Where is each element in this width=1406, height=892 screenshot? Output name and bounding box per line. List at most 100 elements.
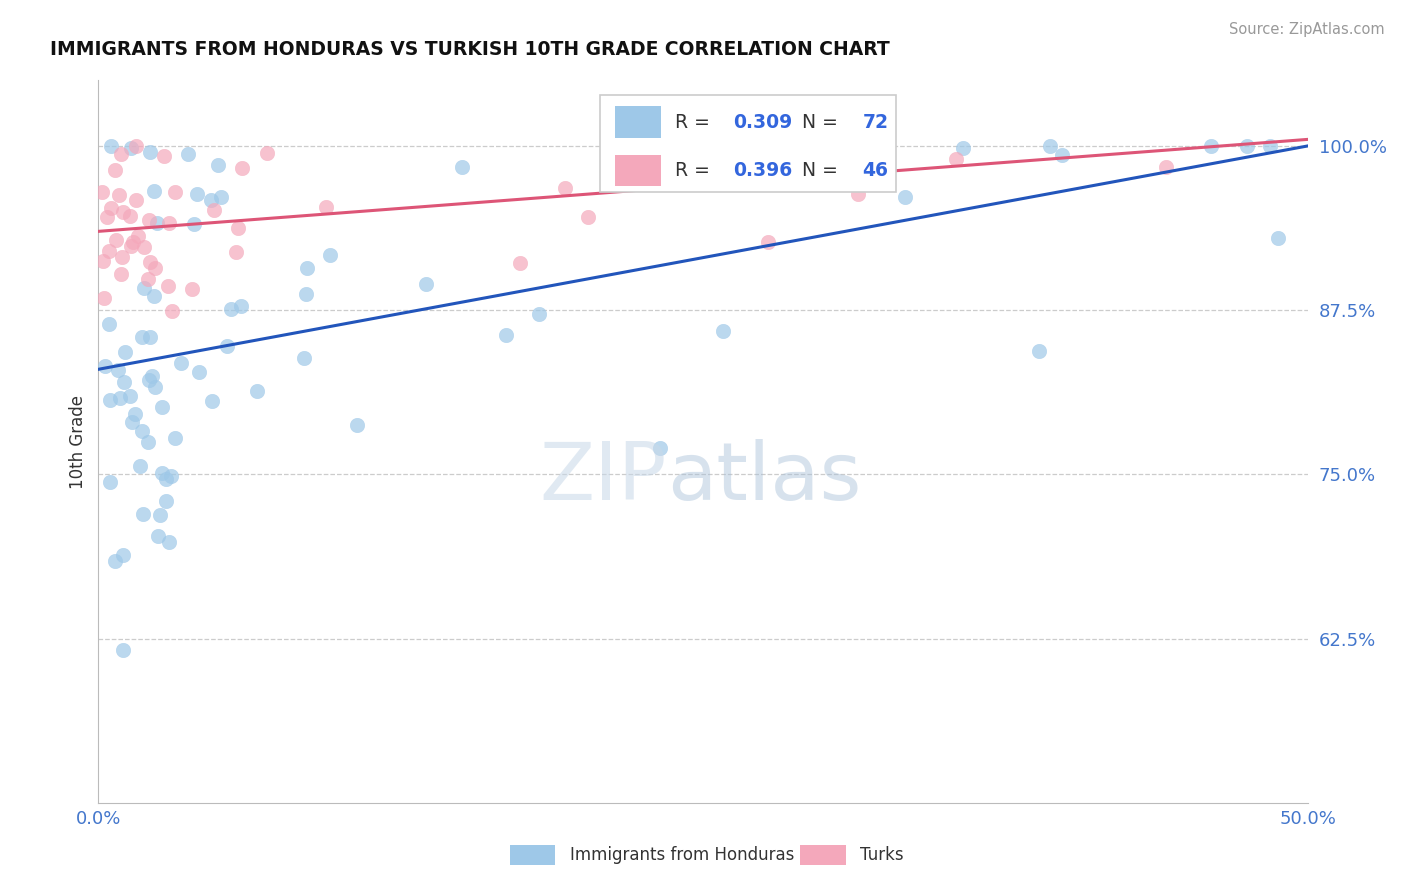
Point xyxy=(183,217,205,231)
Point xyxy=(114,344,136,359)
Point xyxy=(181,282,204,296)
Text: Source: ZipAtlas.com: Source: ZipAtlas.com xyxy=(1229,22,1385,37)
Point xyxy=(231,161,253,175)
Point xyxy=(576,211,599,225)
Point xyxy=(139,255,162,269)
Point xyxy=(529,307,551,321)
Point xyxy=(319,248,342,262)
Point xyxy=(415,277,437,291)
Text: Immigrants from Honduras: Immigrants from Honduras xyxy=(569,846,794,863)
Point xyxy=(149,508,172,523)
Text: N =: N = xyxy=(790,112,844,131)
Point xyxy=(153,148,176,162)
Y-axis label: 10th Grade: 10th Grade xyxy=(69,394,87,489)
Point xyxy=(157,279,180,293)
Point xyxy=(138,272,160,286)
Point xyxy=(155,473,177,487)
Point xyxy=(111,205,134,219)
Point xyxy=(225,245,247,260)
Text: R =: R = xyxy=(675,112,716,131)
Point xyxy=(186,186,208,201)
Point xyxy=(105,233,128,247)
Point xyxy=(138,213,160,227)
Point xyxy=(91,254,114,268)
Point xyxy=(143,288,166,302)
Point xyxy=(1236,139,1258,153)
Point xyxy=(346,417,368,432)
Point xyxy=(201,394,224,409)
Point xyxy=(112,375,135,389)
Point xyxy=(1028,344,1050,359)
Point xyxy=(157,217,180,231)
Point xyxy=(495,327,517,342)
Point xyxy=(138,145,160,159)
Point xyxy=(108,391,131,405)
Point xyxy=(188,365,211,379)
Point xyxy=(138,373,160,387)
Point xyxy=(952,141,974,155)
FancyBboxPatch shape xyxy=(509,845,555,865)
Point xyxy=(132,240,155,254)
Point xyxy=(451,160,474,174)
Point xyxy=(138,435,160,450)
Point xyxy=(111,250,134,264)
Point xyxy=(120,239,142,253)
Point xyxy=(98,475,121,489)
Point xyxy=(159,468,181,483)
Point xyxy=(110,147,132,161)
Text: N =: N = xyxy=(790,161,844,180)
Point xyxy=(162,304,184,318)
Point xyxy=(132,281,155,295)
Point xyxy=(217,338,239,352)
Point xyxy=(209,190,232,204)
Point xyxy=(648,173,671,187)
Point xyxy=(256,146,278,161)
FancyBboxPatch shape xyxy=(800,845,845,865)
Point xyxy=(131,425,153,439)
Point xyxy=(108,188,131,202)
Point xyxy=(97,244,120,258)
FancyBboxPatch shape xyxy=(600,95,897,193)
Text: ZIP: ZIP xyxy=(540,439,666,516)
Point xyxy=(131,507,153,521)
Point xyxy=(295,260,318,275)
Point xyxy=(125,193,148,207)
Point xyxy=(202,202,225,217)
Text: 72: 72 xyxy=(863,112,889,131)
Point xyxy=(139,329,162,343)
Point xyxy=(118,388,141,402)
Point xyxy=(129,459,152,474)
Point xyxy=(155,493,177,508)
FancyBboxPatch shape xyxy=(614,155,661,186)
Point xyxy=(91,185,114,199)
Point xyxy=(509,256,531,270)
Text: IMMIGRANTS FROM HONDURAS VS TURKISH 10TH GRADE CORRELATION CHART: IMMIGRANTS FROM HONDURAS VS TURKISH 10TH… xyxy=(51,40,890,59)
Text: atlas: atlas xyxy=(666,439,860,516)
Point xyxy=(945,152,967,166)
Point xyxy=(143,380,166,394)
Point xyxy=(650,441,672,455)
Point xyxy=(165,432,187,446)
Point xyxy=(756,235,779,250)
Text: 0.396: 0.396 xyxy=(734,161,793,180)
Point xyxy=(221,301,243,316)
Point xyxy=(711,324,734,338)
Point xyxy=(94,359,117,374)
Point xyxy=(894,190,917,204)
Point xyxy=(554,181,576,195)
Point xyxy=(1154,160,1177,174)
Point xyxy=(150,466,173,480)
Point xyxy=(104,162,127,177)
Point xyxy=(121,416,143,430)
Text: R =: R = xyxy=(675,161,716,180)
Point xyxy=(143,260,166,275)
Point xyxy=(127,229,149,244)
Point xyxy=(100,139,122,153)
Point xyxy=(1050,148,1073,162)
Point xyxy=(1039,139,1062,153)
Point xyxy=(1267,231,1289,245)
Point xyxy=(1258,139,1281,153)
Point xyxy=(111,642,134,657)
Point xyxy=(141,368,163,383)
Point xyxy=(143,184,166,198)
